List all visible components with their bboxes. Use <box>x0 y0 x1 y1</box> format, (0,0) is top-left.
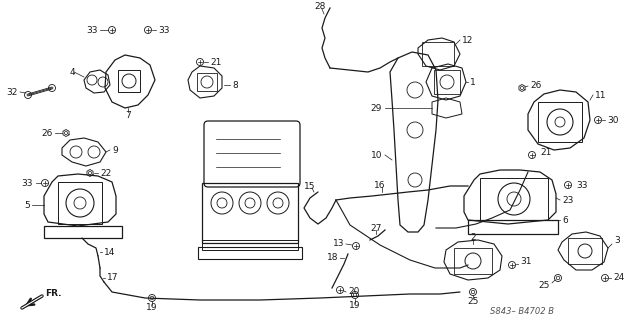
Text: 3: 3 <box>614 236 620 244</box>
Bar <box>202 183 298 243</box>
Text: 13: 13 <box>333 238 344 247</box>
Text: 16: 16 <box>374 180 386 189</box>
Bar <box>198 247 302 259</box>
Text: FR.: FR. <box>45 290 61 299</box>
Text: 1: 1 <box>470 77 476 86</box>
Text: 2: 2 <box>470 233 476 242</box>
Bar <box>434 70 460 94</box>
Text: 25: 25 <box>539 281 550 290</box>
Text: 11: 11 <box>595 91 606 100</box>
Text: 33: 33 <box>158 26 170 35</box>
Text: 32: 32 <box>6 87 18 97</box>
Text: 4: 4 <box>69 68 75 76</box>
Text: 28: 28 <box>314 2 326 11</box>
Text: 5: 5 <box>24 201 30 210</box>
Bar <box>197 73 217 91</box>
Text: 19: 19 <box>146 303 158 313</box>
Text: 26: 26 <box>42 129 53 138</box>
Bar <box>538 102 582 142</box>
Bar <box>454 248 492 274</box>
Text: 8: 8 <box>232 81 238 90</box>
Text: 10: 10 <box>370 150 382 159</box>
Text: 21: 21 <box>540 148 551 156</box>
Text: 33: 33 <box>576 180 587 189</box>
Bar <box>202 240 298 250</box>
Bar <box>568 238 602 264</box>
Bar <box>480 178 548 220</box>
Text: 30: 30 <box>607 116 618 124</box>
Text: 15: 15 <box>304 181 316 190</box>
Bar <box>422 42 454 66</box>
Text: 25: 25 <box>468 298 479 307</box>
Text: 23: 23 <box>562 196 574 204</box>
Text: 31: 31 <box>520 258 531 267</box>
Text: 12: 12 <box>462 36 473 44</box>
Text: 20: 20 <box>348 287 360 297</box>
Text: 14: 14 <box>104 247 115 257</box>
Text: 17: 17 <box>107 274 119 283</box>
Bar <box>44 226 122 238</box>
Text: 22: 22 <box>100 169 111 178</box>
Text: 33: 33 <box>21 179 33 188</box>
Text: 9: 9 <box>112 146 118 155</box>
Bar <box>58 182 102 224</box>
Bar <box>118 70 140 92</box>
Text: 33: 33 <box>86 26 98 35</box>
Text: 26: 26 <box>530 81 541 90</box>
Text: 6: 6 <box>562 215 568 225</box>
Text: 18: 18 <box>326 253 338 262</box>
Text: 29: 29 <box>370 103 382 113</box>
Bar <box>468 220 558 234</box>
Text: 27: 27 <box>370 223 382 233</box>
Text: S843– B4702 B: S843– B4702 B <box>490 308 554 316</box>
Text: 24: 24 <box>613 274 624 283</box>
Text: 19: 19 <box>349 301 361 310</box>
Text: 21: 21 <box>210 58 221 67</box>
Text: 7: 7 <box>125 110 131 119</box>
